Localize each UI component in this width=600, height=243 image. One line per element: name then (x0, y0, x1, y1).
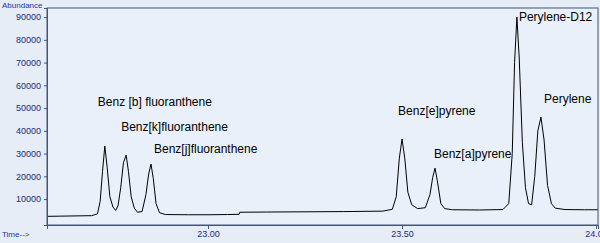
trace-line (47, 17, 598, 216)
peak-label: Benz[k]fluoranthene (121, 120, 228, 134)
y-tick-mark (44, 40, 47, 41)
y-tick-label: 20000 (16, 172, 41, 182)
y-tick-label: 30000 (16, 149, 41, 159)
y-tick-mark (44, 63, 47, 64)
y-axis: 10000 20000 30000 40000 50000 60000 70000 80000… (16, 9, 48, 226)
x-tick: 24.00 (585, 225, 600, 239)
y-tick-mark (44, 199, 47, 200)
x-tick: 23.50 (391, 225, 414, 239)
y-tick-label: 40000 (16, 126, 41, 136)
x-axis-title: Time--> (2, 230, 30, 239)
y-tick-mark (44, 154, 47, 155)
peak-label: Perylene-D12 (519, 10, 593, 24)
y-tick: 60000 (16, 81, 47, 91)
y-tick: 90000 (16, 12, 47, 22)
y-tick-label: 60000 (16, 81, 41, 91)
peak-label: Benz[a]pyrene (434, 147, 512, 161)
y-axis-title: Abundance (2, 1, 43, 10)
y-tick-label: 80000 (16, 35, 41, 45)
x-tick-mark (596, 225, 597, 229)
y-tick-label: 90000 (16, 12, 41, 22)
y-tick: 20000 (16, 172, 47, 182)
y-tick: 80000 (16, 35, 47, 45)
background (0, 0, 600, 243)
y-tick-mark (44, 85, 47, 86)
x-tick-mark (208, 225, 209, 229)
x-tick-label: 23.00 (197, 229, 220, 239)
plot-area (47, 8, 598, 225)
x-axis: 23.00 23.50 24.00 (48, 225, 600, 239)
plot-marks (47, 17, 598, 216)
y-tick-mark (44, 17, 47, 18)
annotations: Benz [b] fluoranthene Benz[k]fluoranthene… (98, 10, 593, 161)
y-tick-label: 70000 (16, 58, 41, 68)
y-tick-mark (44, 131, 47, 132)
y-tick: 50000 (16, 103, 47, 113)
x-tick-mark (402, 225, 403, 229)
peak-label: Benz [b] fluoranthene (98, 95, 212, 109)
peak-label: Benz[e]pyrene (398, 104, 476, 118)
y-tick: 10000 (16, 194, 47, 204)
y-tick: 30000 (16, 149, 47, 159)
y-tick-label: 50000 (16, 103, 41, 113)
peak-label: Benz[j]fluoranthene (154, 142, 258, 156)
chart: 23.00 23.50 24.00 10000 20000 30000 40000 50000… (0, 0, 600, 243)
peak-label: Perylene (544, 92, 592, 106)
x-tick-label: 24.00 (585, 229, 600, 239)
y-tick-mark (44, 176, 47, 177)
y-tick-mark (44, 108, 47, 109)
y-tick: 70000 (16, 58, 47, 68)
x-axis-line (48, 226, 599, 230)
y-tick: 40000 (16, 126, 47, 136)
x-tick: 23.00 (197, 225, 220, 239)
x-tick-label: 23.50 (391, 229, 414, 239)
plot-frame (47, 8, 598, 225)
y-tick-label: 10000 (16, 194, 41, 204)
y-axis-line (44, 9, 48, 226)
